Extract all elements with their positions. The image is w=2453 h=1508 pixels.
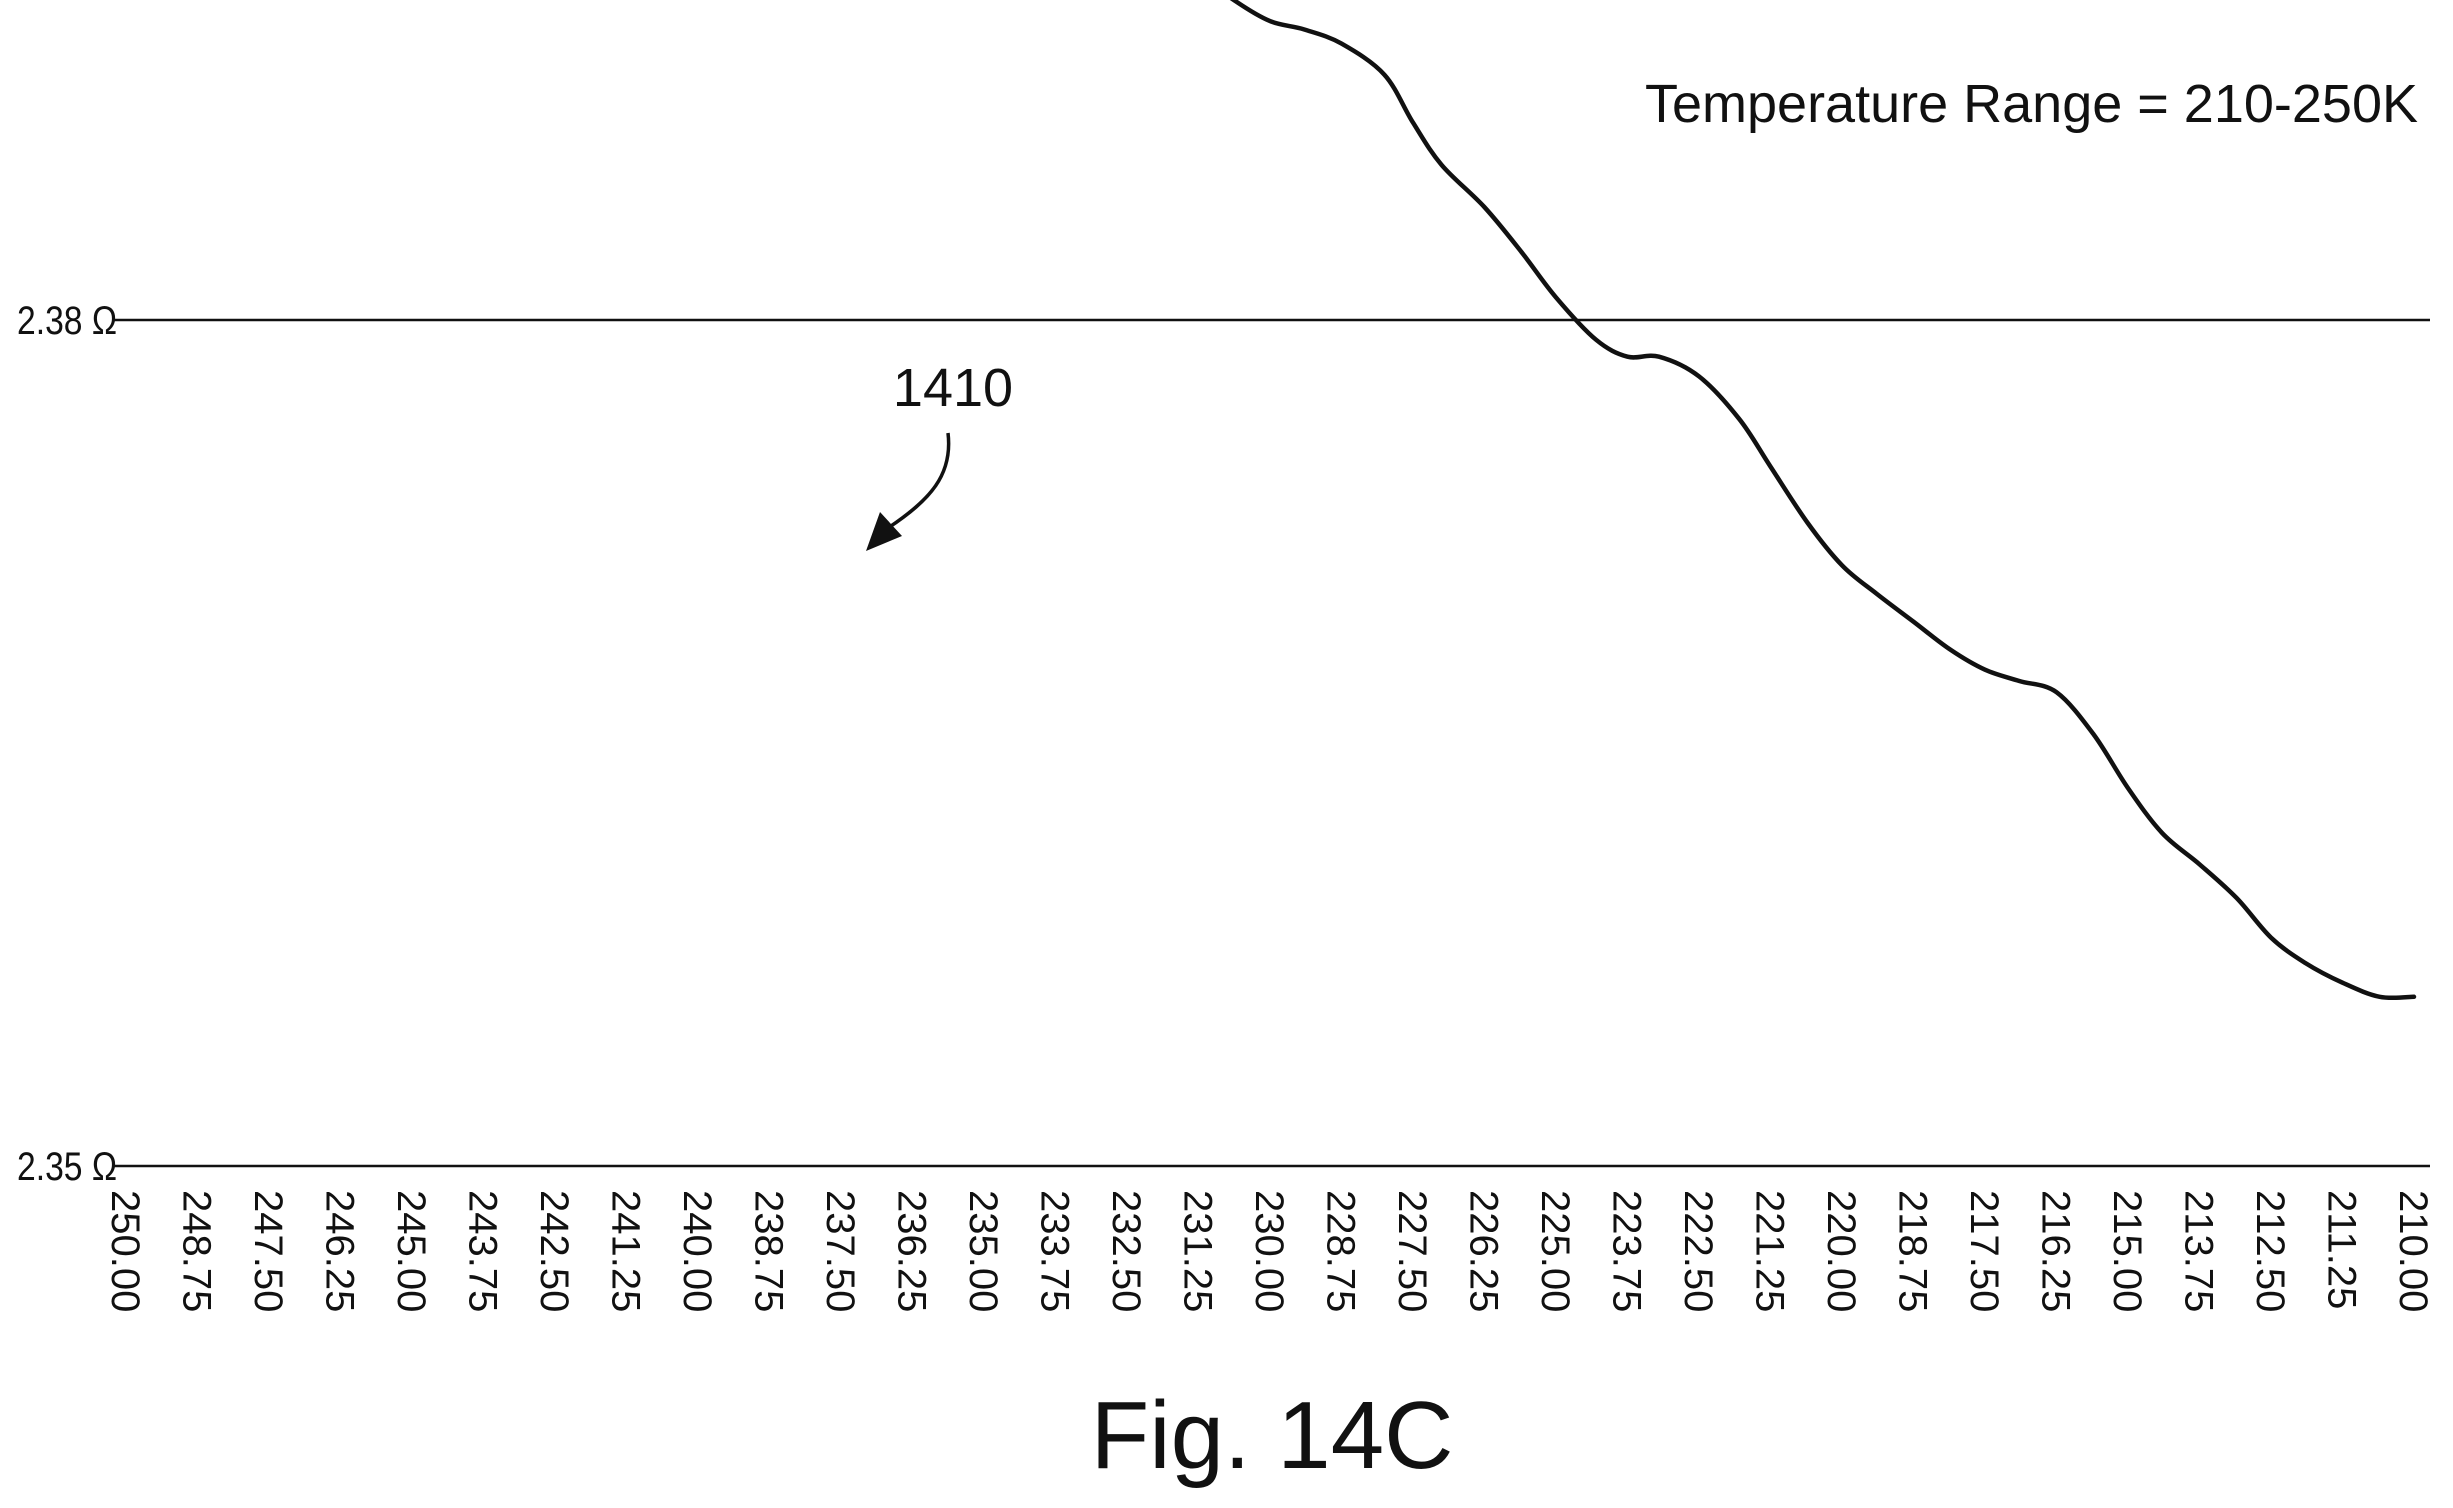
- gridlines: [112, 318, 2430, 1168]
- x-axis-tick-labels: 250.00 248.75 247.50 246.25 245.00 243.75 242.…: [103, 1190, 2435, 1312]
- x-tick-label: 215.00: [2105, 1190, 2149, 1312]
- x-tick-label: 233.75: [1033, 1190, 1077, 1312]
- x-tick-label: 241.25: [604, 1190, 648, 1312]
- x-tick-label: 242.50: [532, 1190, 576, 1312]
- x-tick-label: 248.75: [175, 1190, 219, 1312]
- x-tick-label: 245.00: [389, 1190, 433, 1312]
- x-tick-label: 250.00: [103, 1190, 147, 1312]
- x-tick-label: 227.50: [1390, 1190, 1434, 1312]
- x-tick-label: 213.75: [2177, 1190, 2221, 1312]
- x-tick-label: 232.50: [1104, 1190, 1148, 1312]
- reference-arrow: [866, 432, 951, 551]
- x-tick-label: 235.00: [961, 1190, 1005, 1312]
- x-tick-label: 246.25: [318, 1190, 362, 1312]
- x-tick-label: 220.00: [1819, 1190, 1863, 1312]
- x-tick-label: 226.25: [1462, 1190, 1506, 1312]
- x-tick-label: 231.25: [1176, 1190, 1220, 1312]
- x-tick-label: 243.75: [461, 1190, 505, 1312]
- y-tick-label: 2.35 Ω: [17, 1145, 117, 1189]
- figure-caption: Fig. 14C: [1091, 1382, 1454, 1489]
- x-tick-label: 222.50: [1676, 1190, 1720, 1312]
- x-tick-label: 230.00: [1247, 1190, 1291, 1312]
- y-tick-label: 2.38 Ω: [17, 299, 117, 343]
- x-tick-label: 247.50: [246, 1190, 290, 1312]
- x-tick-label: 212.50: [2248, 1190, 2292, 1312]
- reference-numeral-1410: 1410: [893, 358, 1013, 418]
- x-tick-label: 210.00: [2391, 1190, 2435, 1312]
- x-tick-label: 216.25: [2034, 1190, 2078, 1312]
- x-tick-label: 225.00: [1533, 1190, 1577, 1312]
- x-tick-label: 217.50: [1962, 1190, 2006, 1312]
- series-layer: [1229, 0, 2417, 1001]
- y-axis-tick-labels: 2.45 Ω2.43 Ω2.4 Ω2.38 Ω2.35 Ω: [17, 299, 117, 1189]
- x-tick-label: 237.50: [818, 1190, 862, 1312]
- x-tick-label: 228.75: [1319, 1190, 1363, 1312]
- x-tick-label: 218.75: [1891, 1190, 1935, 1312]
- temperature-range-annotation: Temperature Range = 210-250K: [1645, 74, 2418, 134]
- series-line-0: [1229, 0, 2417, 1001]
- x-tick-label: 221.25: [1748, 1190, 1792, 1312]
- x-tick-label: 240.00: [675, 1190, 719, 1312]
- x-tick-label: 211.25: [2320, 1190, 2364, 1309]
- x-tick-label: 238.75: [747, 1190, 791, 1312]
- x-tick-label: 236.25: [890, 1190, 934, 1312]
- x-tick-label: 223.75: [1605, 1190, 1649, 1312]
